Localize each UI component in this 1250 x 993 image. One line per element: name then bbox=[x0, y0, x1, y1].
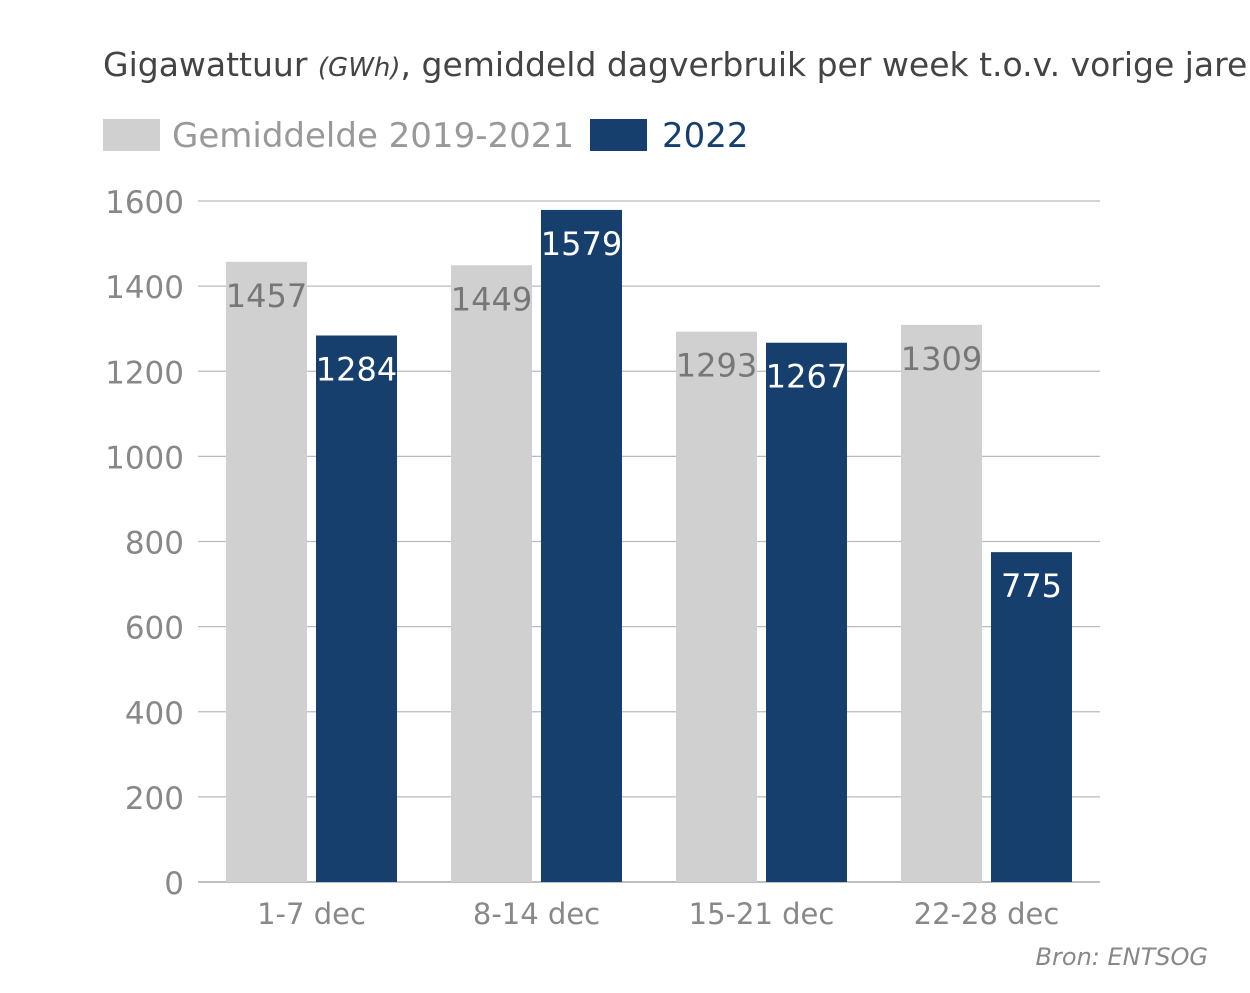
legend-swatch-avg bbox=[103, 119, 160, 151]
chart-title: Gigawattuur (GWh), gemiddeld dagverbruik… bbox=[103, 45, 1250, 84]
data-label: 1449 bbox=[451, 280, 532, 318]
y-tick-label: 1400 bbox=[105, 270, 184, 306]
data-label: 1309 bbox=[901, 340, 982, 378]
bar bbox=[901, 324, 982, 882]
y-tick-label: 0 bbox=[164, 866, 184, 902]
data-label: 1293 bbox=[676, 347, 757, 385]
bar bbox=[451, 265, 532, 882]
x-tick-label: 8-14 dec bbox=[473, 897, 600, 931]
data-label: 1284 bbox=[316, 350, 397, 388]
y-tick-label: 1600 bbox=[105, 185, 184, 221]
y-tick-label: 800 bbox=[125, 526, 184, 562]
bar bbox=[766, 342, 847, 882]
data-label: 775 bbox=[1001, 567, 1062, 605]
x-tick-label: 1-7 dec bbox=[257, 897, 366, 931]
y-tick-label: 400 bbox=[125, 696, 184, 732]
legend-swatch-2022 bbox=[590, 119, 647, 151]
y-tick-label: 1200 bbox=[105, 355, 184, 391]
y-tick-label: 1000 bbox=[105, 440, 184, 476]
y-tick-label: 600 bbox=[125, 611, 184, 647]
legend-label-avg: Gemiddelde 2019-2021 bbox=[172, 116, 574, 156]
y-tick-label: 200 bbox=[125, 781, 184, 817]
bar bbox=[316, 335, 397, 882]
data-label: 1457 bbox=[226, 277, 307, 315]
x-tick-label: 15-21 dec bbox=[689, 897, 835, 931]
legend-label-2022: 2022 bbox=[662, 116, 749, 156]
bar bbox=[541, 209, 622, 883]
bar bbox=[676, 331, 757, 882]
source-note: Bron: ENTSOG bbox=[1036, 943, 1208, 971]
bar bbox=[991, 552, 1072, 882]
legend: Gemiddelde 2019-2021 2022 bbox=[103, 116, 749, 156]
data-label: 1267 bbox=[766, 358, 847, 396]
bar bbox=[226, 261, 307, 882]
x-tick-label: 22-28 dec bbox=[914, 897, 1060, 931]
data-label: 1579 bbox=[541, 225, 622, 263]
